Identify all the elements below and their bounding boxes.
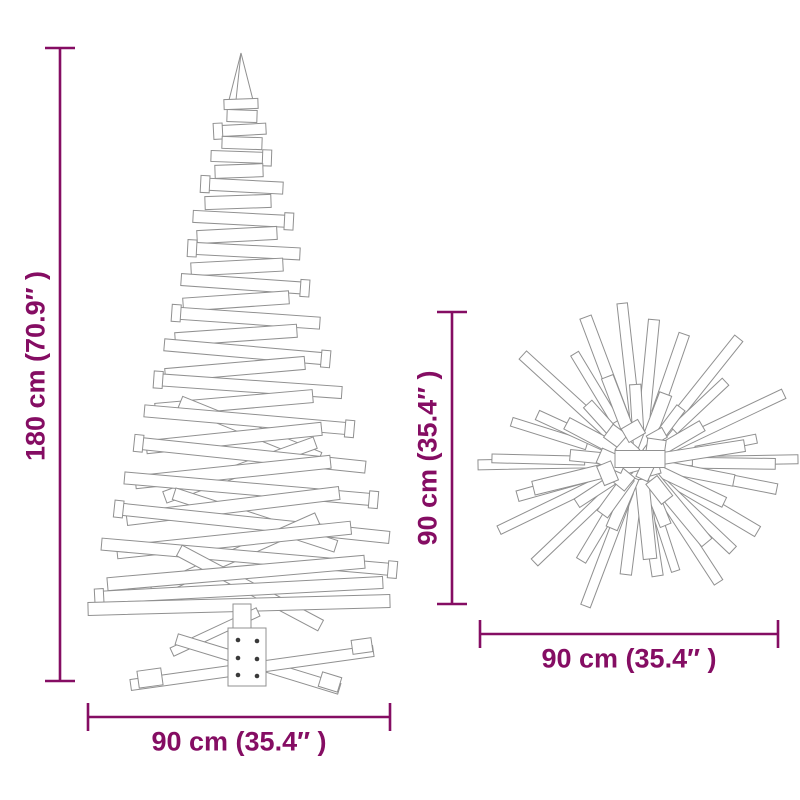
tree-slat	[171, 306, 321, 330]
slat-end-block	[319, 349, 332, 369]
top-view-ray	[570, 350, 621, 425]
tree-slat	[106, 554, 366, 592]
tree-slat	[200, 177, 284, 195]
slat-end-block	[343, 419, 356, 439]
center-block	[596, 460, 620, 487]
screw-dot	[235, 672, 241, 678]
base-foot	[350, 637, 374, 655]
dimension-lines	[45, 46, 780, 731]
slat-end-block	[299, 278, 311, 298]
side-width-label: 90 cm (35.4″ )	[151, 726, 327, 757]
slat-end-block	[170, 303, 182, 323]
base-foot	[136, 667, 164, 689]
wood-slat	[691, 456, 776, 470]
tree-slat	[192, 209, 294, 229]
wood-slat	[509, 416, 589, 451]
slat-end-block	[186, 239, 198, 258]
tree-top-view-illustration	[477, 302, 799, 609]
slat-end-block	[386, 560, 399, 580]
tree-slat	[196, 225, 278, 245]
center-hub	[614, 450, 666, 468]
slat-end-block	[112, 499, 125, 519]
tree-slat	[221, 135, 263, 151]
tree-slat	[187, 241, 301, 261]
tree-slat	[204, 193, 272, 211]
tree-top-spike	[228, 52, 254, 101]
slat-end-block	[152, 370, 164, 390]
screw-dot	[235, 637, 241, 643]
top-height-dimension-line	[437, 310, 467, 606]
screw-dot	[235, 655, 241, 661]
base-foot	[317, 671, 343, 693]
screw-dot	[254, 673, 260, 679]
tree-side-view-illustration	[87, 52, 399, 695]
base-post	[232, 603, 252, 629]
slat-end-block	[132, 433, 145, 453]
slat-end-block	[212, 122, 224, 140]
wood-slat	[570, 350, 621, 425]
tree-slat	[226, 108, 258, 124]
tree-slat	[182, 290, 290, 312]
top-view-ray	[691, 456, 776, 470]
slat-end-block	[283, 212, 295, 231]
tree-slat	[214, 163, 264, 179]
top-width-dimension-line	[478, 620, 780, 648]
side-height-label: 180 cm (70.9″ )	[20, 270, 51, 462]
tree-slat	[190, 257, 284, 277]
top-view-ray	[669, 377, 730, 435]
center-block	[620, 418, 647, 444]
slat-end-block	[199, 174, 211, 194]
top-view-ray	[509, 416, 589, 451]
tree-slat	[180, 273, 310, 295]
screw-dot	[254, 656, 260, 662]
tree-slat	[223, 97, 259, 111]
slat-end-block	[261, 149, 273, 167]
top-width-label: 90 cm (35.4″ )	[541, 643, 717, 674]
slat-end-block	[367, 490, 380, 510]
top-height-label: 90 cm (35.4″ )	[412, 370, 443, 546]
side-width-dimension-line	[86, 703, 392, 731]
base-plate	[227, 627, 267, 687]
facet-line	[235, 52, 242, 101]
side-height-dimension-line	[45, 46, 75, 683]
wood-slat	[669, 377, 730, 435]
screw-dot	[254, 638, 260, 644]
center-block	[645, 474, 674, 506]
